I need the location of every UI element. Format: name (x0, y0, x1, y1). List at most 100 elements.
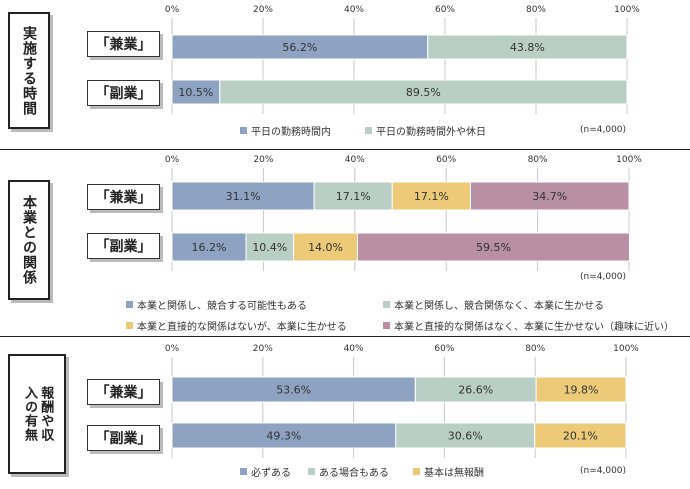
sample-size-note: (n=4,000) (580, 125, 627, 135)
legend-item: 平日の勤務時間外や休日 (365, 123, 486, 138)
legend-swatch (365, 127, 372, 134)
section-divider (0, 336, 690, 337)
bar-segment (293, 232, 359, 262)
legend-label: 本業と直接的な関係はないが、本業に生かせる (137, 322, 347, 333)
tick-label: 80% (528, 155, 548, 165)
data-label: 26.6% (458, 384, 493, 397)
bar-segment (534, 422, 627, 449)
bar-segment (414, 376, 537, 403)
legend-item: 本業と関係し、競合関係なく、本業に生かせる (383, 297, 604, 312)
sample-size-note: (n=4,000) (580, 466, 627, 476)
tick-label: 60% (436, 155, 456, 165)
data-label: 19.8% (564, 384, 599, 397)
bar-segment (391, 181, 471, 211)
tick-label: 20% (253, 155, 273, 165)
tick-label: 0% (165, 5, 180, 15)
bar-segment (171, 422, 397, 449)
bar-segment (535, 376, 627, 403)
data-label: 14.0% (308, 241, 343, 254)
panel-label-text: 報酬や収入の有無 (22, 386, 54, 442)
legend-label: 平日の勤務時間外や休日 (376, 127, 486, 138)
category-label: 「副業」 (87, 233, 160, 259)
legend-swatch (240, 127, 247, 134)
data-label: 49.3% (266, 430, 301, 443)
panel-label: 本業との関係 (8, 180, 50, 300)
tick-label: 0% (165, 155, 180, 165)
bar-segment (357, 232, 630, 262)
legend-label: 基本は無報酬 (424, 468, 484, 479)
legend-label: 必ずある (251, 468, 291, 479)
legend-swatch (383, 301, 390, 308)
tick-label: 60% (434, 344, 454, 354)
data-label: 10.4% (252, 241, 287, 254)
tick-label: 60% (435, 5, 455, 15)
bar-segment (395, 422, 536, 449)
bar-segment (171, 181, 315, 211)
data-label: 43.8% (510, 41, 545, 54)
panel-label: 実施する時間 (8, 12, 50, 129)
tick-label: 80% (525, 344, 545, 354)
data-label: 53.6% (276, 384, 311, 397)
category-label: 「兼業」 (87, 379, 160, 405)
panel-label: 報酬や収入の有無 (8, 354, 66, 474)
legend-label: 本業と関係し、競合する可能性もある (137, 301, 307, 312)
legend-swatch (308, 468, 315, 475)
tick-label: 40% (345, 155, 365, 165)
tick-label: 40% (344, 344, 364, 354)
bar-segment (469, 181, 630, 211)
tick-label: 20% (253, 5, 273, 15)
panel-work-time: 実施する時間 「兼業」 「副業」 0% 20% 40% 60% 80% 100% 56.2%… (0, 0, 690, 149)
category-label: 「副業」 (87, 80, 160, 106)
legend-item: 必ずある (240, 464, 291, 479)
legend-item: ある場合もある (308, 464, 389, 479)
chart-plot: 0% 20% 40% 60% 80% 100% 31.1% 17.1% 17.1% 34.7% 16… (165, 155, 642, 271)
data-label: 10.5% (178, 86, 213, 99)
tick-label: 100% (613, 344, 639, 354)
category-label: 「副業」 (87, 425, 160, 451)
legend-label: 本業と関係し、競合関係なく、本業に生かせる (394, 301, 604, 312)
data-label: 17.1% (414, 190, 449, 203)
legend-item: 本業と直接的な関係はなく、本業に生かせない（趣味に近い） (383, 318, 674, 333)
bar-segment (219, 79, 628, 105)
tick-label: 0% (165, 344, 180, 354)
legend-item: 基本は無報酬 (413, 464, 484, 479)
panel-label-text: 本業との関係 (21, 195, 38, 285)
data-label: 59.5% (476, 241, 511, 254)
bar-segment (245, 232, 295, 262)
chart-plot: 0% 20% 40% 60% 80% 100% 56.2% 43.8% 10.5% 89.5% (165, 5, 640, 114)
bar-segment (171, 232, 247, 262)
tick-label: 20% (253, 344, 273, 354)
legend-item: 本業と直接的な関係はないが、本業に生かせる (126, 318, 347, 333)
panel-compensation: 報酬や収入の有無 「兼業」 「副業」 0% 20% 40% 60% 80% 100% 53.… (0, 337, 690, 489)
legend-label: 本業と直接的な関係はなく、本業に生かせない（趣味に近い） (394, 322, 674, 333)
panel-relation: 本業との関係 「兼業」 「副業」 0% 20% 40% 60% 80% 100% 31.1%… (0, 150, 690, 336)
data-label: 20.1% (563, 430, 598, 443)
category-label: 「兼業」 (87, 31, 160, 57)
legend-swatch (126, 322, 133, 329)
bar-segment (171, 376, 416, 403)
legend-label: 平日の勤務時間内 (251, 127, 331, 138)
tick-label: 100% (614, 5, 640, 15)
bar-segment (427, 34, 628, 60)
legend-label: ある場合もある (319, 468, 389, 479)
legend-item: 本業と関係し、競合する可能性もある (126, 297, 307, 312)
legend-swatch (383, 322, 390, 329)
legend-swatch (413, 468, 420, 475)
data-label: 17.1% (336, 190, 371, 203)
data-label: 30.6% (448, 430, 483, 443)
sample-size-note: (n=4,000) (580, 272, 627, 282)
legend-swatch (126, 301, 133, 308)
data-label: 56.2% (282, 41, 317, 54)
data-label: 16.2% (192, 241, 227, 254)
data-label: 31.1% (226, 190, 261, 203)
panel-label-text: 実施する時間 (21, 25, 38, 116)
legend-swatch (240, 468, 247, 475)
tick-label: 40% (344, 5, 364, 15)
category-label: 「兼業」 (87, 184, 160, 210)
section-divider (0, 149, 690, 150)
tick-label: 80% (526, 5, 546, 15)
bar-segment (313, 181, 393, 211)
tick-label: 100% (616, 155, 642, 165)
legend-item: 平日の勤務時間内 (240, 123, 331, 138)
chart-plot: 0% 20% 40% 60% 80% 100% 53.6% 26.6% 19.8% 49.3% 30… (165, 344, 639, 458)
